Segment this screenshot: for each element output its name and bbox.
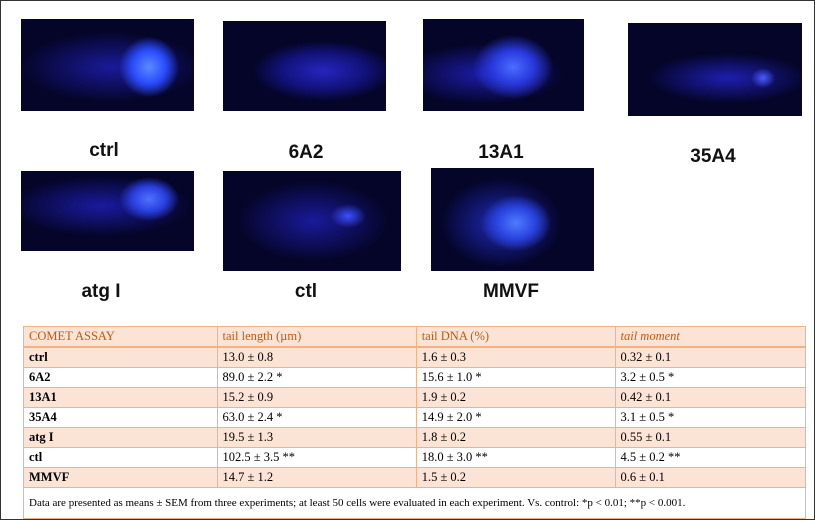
header-cell: tail moment bbox=[614, 326, 807, 348]
image-label: atg I bbox=[81, 281, 121, 302]
table-cell: 1.6 ± 0.3 bbox=[415, 346, 616, 368]
table-note: Data are presented as means ± SEM from t… bbox=[23, 487, 806, 519]
table-cell: 1.5 ± 0.2 bbox=[415, 467, 616, 488]
table-cell: 89.0 ± 2.2 * bbox=[216, 367, 417, 388]
table-cell: ctrl bbox=[23, 346, 218, 368]
comet-image bbox=[223, 21, 386, 111]
header-cell: tail DNA (%) bbox=[415, 326, 616, 348]
header-row: COMET ASSAY tail length (µm) tail DNA (%) t… bbox=[23, 326, 807, 348]
table-cell: 1.8 ± 0.2 bbox=[415, 427, 616, 448]
comet-image bbox=[423, 19, 584, 111]
image-label: ctl bbox=[294, 281, 318, 302]
image-label: 6A2 bbox=[288, 142, 324, 163]
header-cell: COMET ASSAY bbox=[23, 326, 218, 348]
table-row: ctrl 13.0 ± 0.8 1.6 ± 0.3 0.32 ± 0.1 bbox=[23, 346, 807, 368]
table-cell: atg I bbox=[23, 427, 218, 448]
table-row: atg I 19.5 ± 1.3 1.8 ± 0.2 0.55 ± 0.1 bbox=[23, 427, 807, 448]
table-cell: 13.0 ± 0.8 bbox=[216, 346, 417, 368]
comet-image bbox=[628, 23, 802, 116]
table-cell: MMVF bbox=[23, 467, 218, 488]
table-cell: 15.6 ± 1.0 * bbox=[415, 367, 616, 388]
table-row: ctl 102.5 ± 3.5 ** 18.0 ± 3.0 ** 4.5 ± 0.2 … bbox=[23, 447, 807, 468]
comet-image bbox=[223, 171, 401, 271]
table-cell: 0.6 ± 0.1 bbox=[614, 467, 807, 488]
table-cell: 14.9 ± 2.0 * bbox=[415, 407, 616, 428]
table-row: 35A4 63.0 ± 2.4 * 14.9 ± 2.0 * 3.1 ± 0.5 * bbox=[23, 407, 807, 428]
comet-image bbox=[21, 19, 194, 111]
comet-image bbox=[21, 171, 194, 251]
table-cell: 35A4 bbox=[23, 407, 218, 428]
table-cell: 4.5 ± 0.2 ** bbox=[614, 447, 807, 468]
image-label: ctrl bbox=[89, 140, 119, 161]
table-cell: 3.1 ± 0.5 * bbox=[614, 407, 807, 428]
table-cell: 63.0 ± 2.4 * bbox=[216, 407, 417, 428]
table-cell: 1.9 ± 0.2 bbox=[415, 387, 616, 408]
table-cell: 6A2 bbox=[23, 367, 218, 388]
table-cell: 14.7 ± 1.2 bbox=[216, 467, 417, 488]
table-cell: 0.42 ± 0.1 bbox=[614, 387, 807, 408]
table-cell: 18.0 ± 3.0 ** bbox=[415, 447, 616, 468]
table-cell: 102.5 ± 3.5 ** bbox=[216, 447, 417, 468]
table-cell: 0.32 ± 0.1 bbox=[614, 346, 807, 368]
image-label: MMVF bbox=[483, 281, 539, 302]
note-row: Data are presented as means ± SEM from t… bbox=[23, 487, 806, 519]
table-row: MMVF 14.7 ± 1.2 1.5 ± 0.2 0.6 ± 0.1 bbox=[23, 467, 807, 488]
table-row: 6A2 89.0 ± 2.2 * 15.6 ± 1.0 * 3.2 ± 0.5 * bbox=[23, 367, 807, 388]
table-cell: 3.2 ± 0.5 * bbox=[614, 367, 807, 388]
table-cell: 15.2 ± 0.9 bbox=[216, 387, 417, 408]
table-cell: 0.55 ± 0.1 bbox=[614, 427, 807, 448]
image-label: 13A1 bbox=[478, 142, 524, 163]
table-cell: ctl bbox=[23, 447, 218, 468]
image-label: 35A4 bbox=[690, 146, 736, 167]
table-cell: 13A1 bbox=[23, 387, 218, 408]
table-cell: 19.5 ± 1.3 bbox=[216, 427, 417, 448]
table-row: 13A1 15.2 ± 0.9 1.9 ± 0.2 0.42 ± 0.1 bbox=[23, 387, 807, 408]
header-cell: tail length (µm) bbox=[216, 326, 417, 348]
comet-image bbox=[431, 168, 594, 271]
results-table: COMET ASSAY tail length (µm) tail DNA (%) t… bbox=[23, 326, 807, 519]
